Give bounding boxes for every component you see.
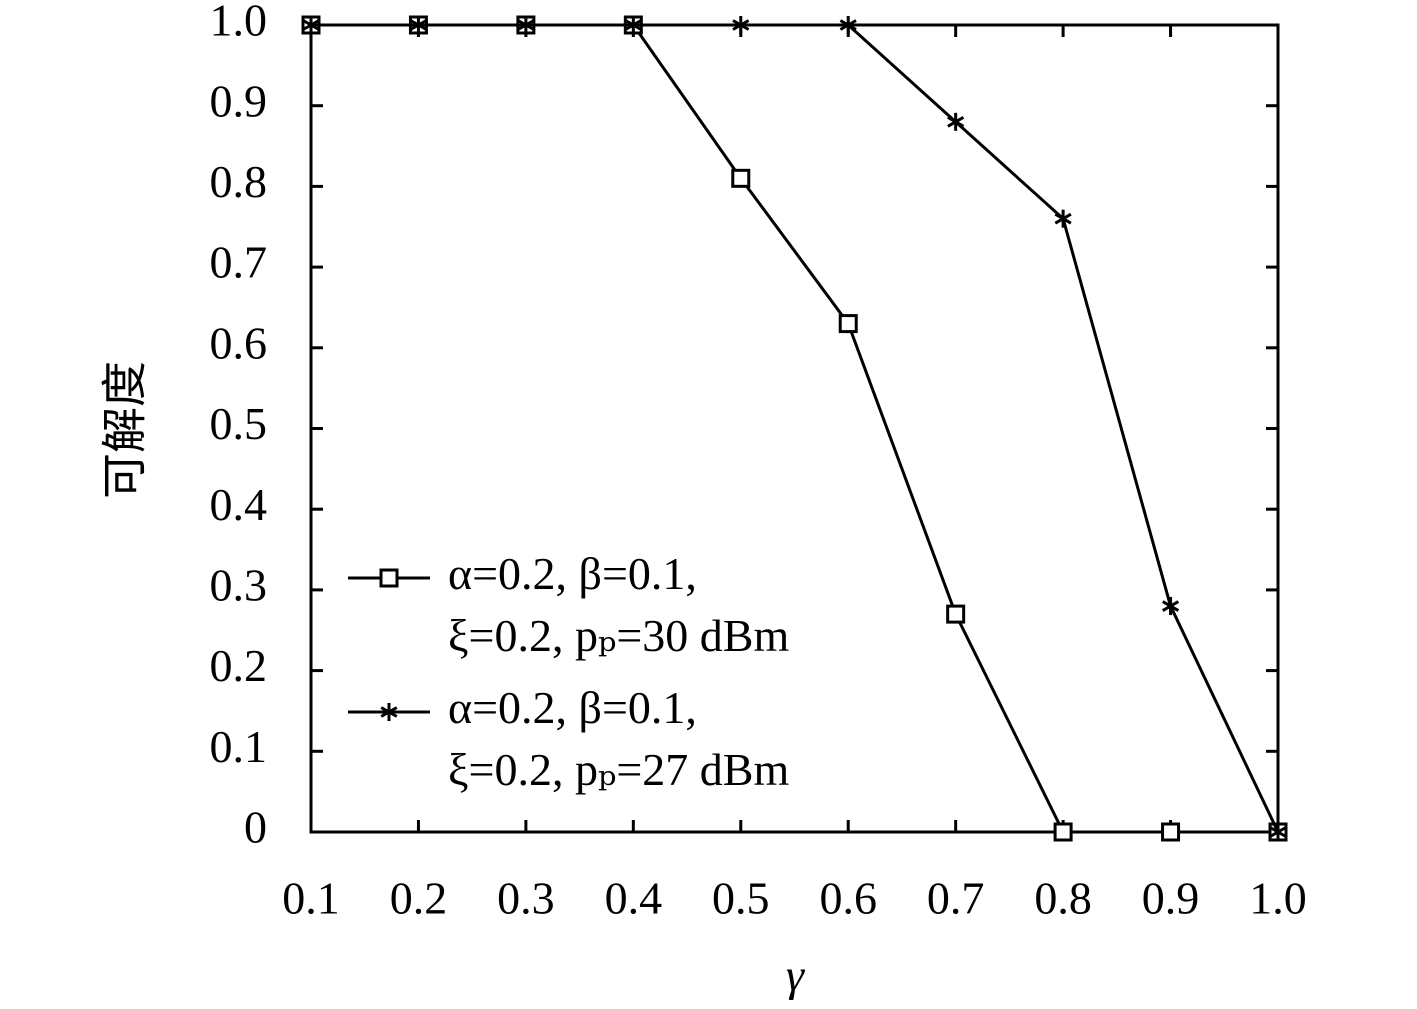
marker-stroke — [1162, 600, 1180, 612]
marker — [624, 16, 642, 34]
marker-stroke — [302, 19, 320, 31]
marker — [947, 112, 965, 131]
marker — [1162, 597, 1180, 616]
marker — [838, 314, 858, 334]
x-tick-label: 0.3 — [497, 873, 555, 924]
y-tick-label: 0.9 — [210, 75, 268, 126]
legend-label-line: ξ=0.2, pₚ=27 dBm — [448, 744, 789, 795]
marker-stroke — [380, 706, 398, 718]
y-tick-label: 1.0 — [210, 0, 268, 46]
x-tick-label: 0.6 — [819, 873, 877, 924]
marker-stroke — [839, 19, 857, 31]
marker — [379, 568, 399, 588]
legend-label: α=0.2, β=0.1, ξ=0.2, pₚ=30 dBm — [448, 548, 789, 661]
y-tick-label: 0.2 — [210, 640, 268, 691]
y-tick-label: 0.4 — [210, 479, 268, 530]
marker — [732, 16, 750, 34]
marker-stroke — [732, 19, 750, 31]
marker — [517, 16, 535, 34]
y-axis-label: 可解度 — [100, 361, 151, 499]
y-tick-label: 0.8 — [210, 156, 268, 207]
marker — [1161, 822, 1181, 842]
marker-stroke — [409, 19, 427, 31]
marker — [1269, 823, 1287, 841]
marker — [409, 16, 427, 34]
y-tick-label: 0.1 — [210, 721, 268, 772]
legend-label-line: α=0.2, β=0.1, — [448, 682, 708, 733]
y-tick-label: 0.7 — [210, 237, 268, 288]
x-tick-label: 0.9 — [1142, 873, 1200, 924]
legend-label-line: ξ=0.2, pₚ=30 dBm — [448, 610, 789, 661]
marker-stroke — [1054, 212, 1072, 225]
marker-stroke — [1269, 826, 1287, 838]
x-tick-label: 0.2 — [390, 873, 448, 924]
x-tick-label: 0.8 — [1034, 873, 1092, 924]
x-tick-label: 0.1 — [282, 873, 340, 924]
legend-label: α=0.2, β=0.1, ξ=0.2, pₚ=27 dBm — [448, 682, 789, 795]
x-axis-label: γ — [786, 950, 806, 1001]
y-tick-label: 0.3 — [210, 559, 268, 610]
y-tick-label: 0 — [244, 802, 267, 853]
series-line — [311, 23, 1280, 833]
marker — [731, 168, 751, 188]
x-tick-label: 0.5 — [712, 873, 770, 924]
y-tick-label: 0.6 — [210, 317, 268, 368]
x-tick-label: 0.4 — [605, 873, 663, 924]
x-tick-label: 1.0 — [1249, 873, 1307, 924]
y-tick-label: 0.5 — [210, 398, 268, 449]
marker-stroke — [517, 19, 535, 31]
legend-label-line: α=0.2, β=0.1, — [448, 548, 708, 599]
marker — [1053, 822, 1073, 842]
marker-stroke — [947, 116, 965, 128]
marker-stroke — [624, 19, 642, 31]
marker — [946, 604, 966, 624]
marker — [839, 16, 857, 34]
marker — [302, 16, 320, 34]
marker — [1054, 209, 1072, 228]
x-tick-label: 0.7 — [927, 873, 985, 924]
marker — [380, 703, 398, 721]
